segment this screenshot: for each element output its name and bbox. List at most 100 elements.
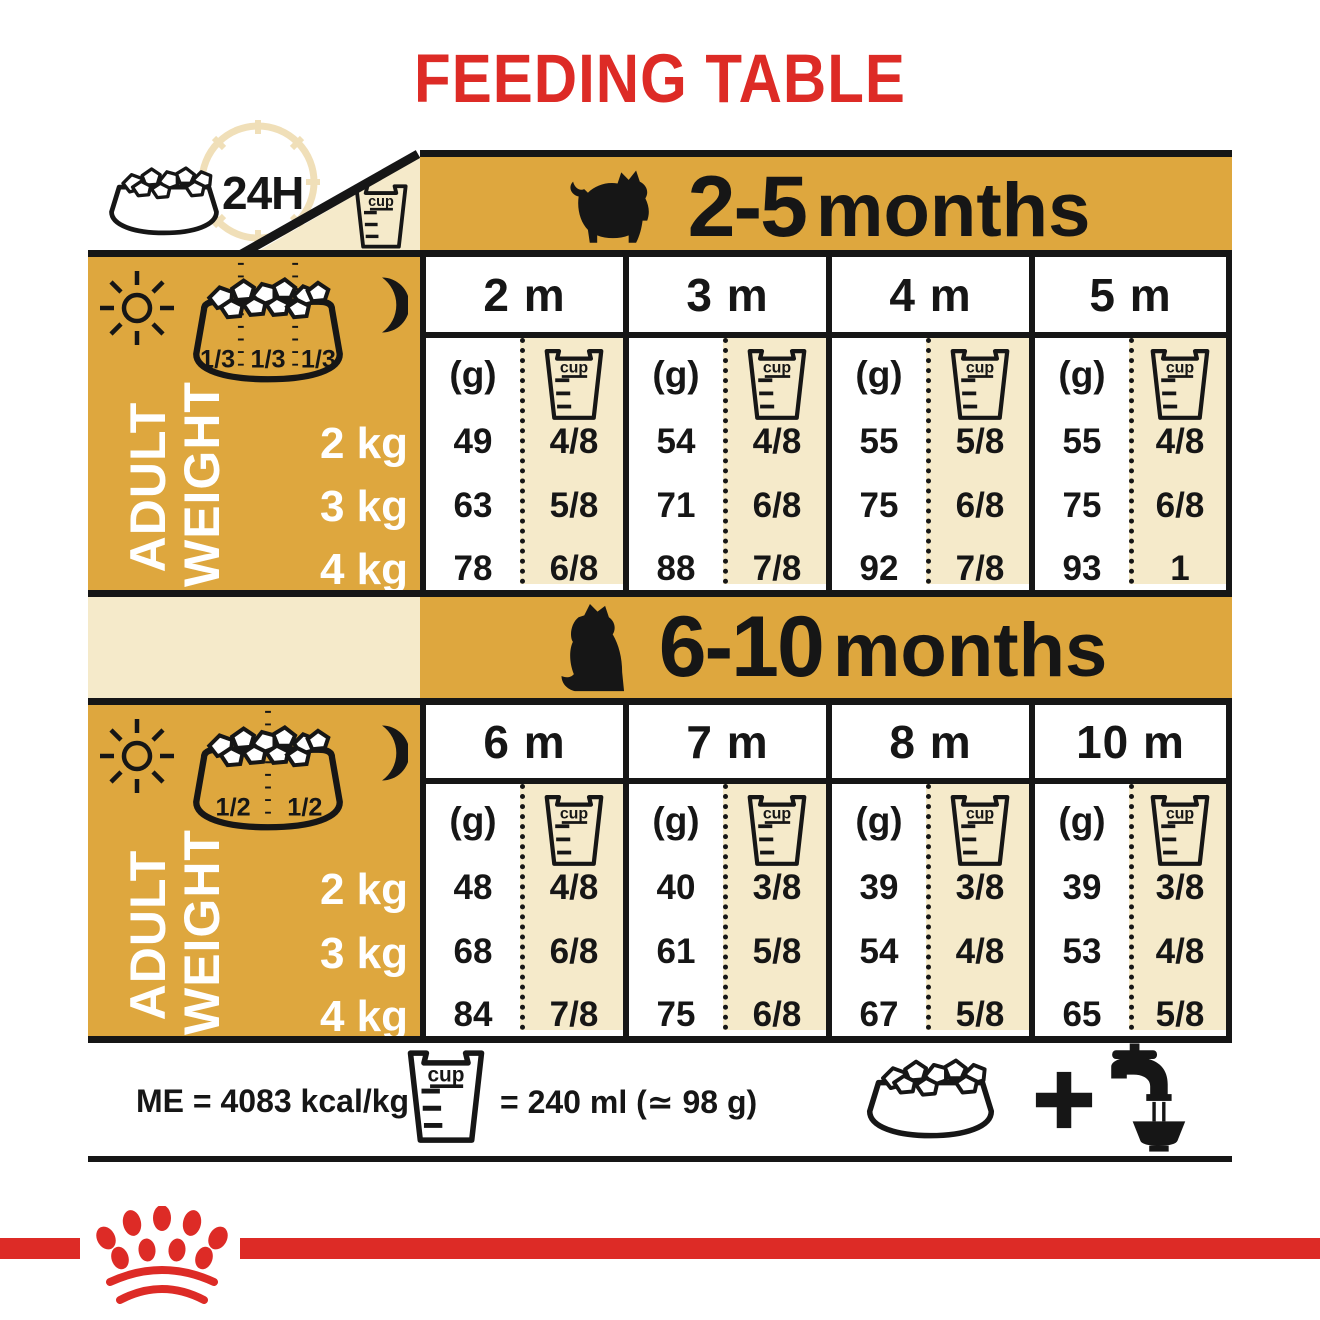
svg-text:1/3: 1/3 <box>250 346 285 374</box>
month-column: 6 m (g) 48 68 84 cup 4/8 6/8 7/8 <box>420 705 623 1036</box>
grams-value: 55 <box>859 422 899 461</box>
month-header: 2 m <box>426 257 623 338</box>
grams-unit: (g) <box>449 354 497 395</box>
food-bowl-icon <box>866 1058 995 1139</box>
moon-icon <box>382 277 408 333</box>
brand-bar-left <box>0 1238 80 1259</box>
measuring-cup-icon: cup <box>1150 349 1210 420</box>
grams-value: 92 <box>859 549 899 588</box>
month-column: 7 m (g) 40 61 75 cup 3/8 5/8 6/8 <box>623 705 826 1036</box>
adult-weight-panel-2: 1/2 1/2 ADULT WEIGHT 2 kg 3 kg 4 kg <box>88 705 420 1041</box>
month-header: 4 m <box>832 257 1029 338</box>
cup-value: 5/8 <box>752 932 802 971</box>
age-unit: months <box>832 608 1108 693</box>
grams-value: 71 <box>656 486 696 525</box>
svg-text:1/3: 1/3 <box>301 346 336 374</box>
grams-value: 88 <box>656 549 696 588</box>
footer-legend: ME = 4083 kcal/kg cup = 240 ml (≃ 98 g) <box>88 1043 1232 1156</box>
cup-value: 6/8 <box>955 486 1005 525</box>
svg-text:cup: cup <box>966 806 995 823</box>
grams-value: 84 <box>453 995 493 1034</box>
grams-value: 63 <box>453 486 493 525</box>
cup-value: 7/8 <box>752 549 802 588</box>
month-header: 6 m <box>426 705 623 784</box>
svg-text:1/3: 1/3 <box>200 346 235 374</box>
grams-unit: (g) <box>855 354 903 395</box>
cup-value: 6/8 <box>549 549 599 588</box>
month-column: 5 m (g) 55 75 93 cup 4/8 6/8 1 <box>1029 257 1232 590</box>
measuring-cup-icon: cup <box>747 795 807 866</box>
feeding-table: 24H cup 2-5 months <box>88 120 1232 1162</box>
svg-text:cup: cup <box>427 1063 464 1086</box>
measuring-cup-icon: cup <box>950 795 1010 866</box>
grams-value: 65 <box>1062 995 1102 1034</box>
grams-value: 48 <box>453 868 493 907</box>
measuring-cup-icon: cup <box>1150 795 1210 866</box>
measuring-cup-icon: cup <box>950 349 1010 420</box>
cup-value: 3/8 <box>955 868 1005 907</box>
cup-value: 4/8 <box>549 868 599 907</box>
grams-value: 39 <box>1062 868 1102 907</box>
cup-value: 7/8 <box>955 549 1005 588</box>
svg-text:cup: cup <box>763 806 792 823</box>
cup-value: 7/8 <box>549 995 599 1034</box>
month-column: 8 m (g) 39 54 67 cup 3/8 4/8 5/8 <box>826 705 1029 1036</box>
month-column: 10 m (g) 39 53 65 cup 3/8 4/8 5/8 <box>1029 705 1232 1036</box>
measuring-cup-icon: cup <box>544 349 604 420</box>
divider-line <box>88 1156 1232 1162</box>
grams-unit: (g) <box>449 800 497 841</box>
svg-text:cup: cup <box>560 806 589 823</box>
brand-bar-right <box>240 1238 1320 1259</box>
sun-icon <box>100 271 174 345</box>
cup-value: 6/8 <box>549 932 599 971</box>
divider-line <box>88 250 1232 257</box>
cup-value: 4/8 <box>1155 932 1205 971</box>
month-header: 7 m <box>629 705 826 784</box>
weight-row-label: 2 kg <box>319 419 408 468</box>
grams-unit: (g) <box>652 354 700 395</box>
weight-row-label: 3 kg <box>319 482 408 531</box>
cup-value: 4/8 <box>1155 422 1205 461</box>
grams-unit: (g) <box>1058 800 1106 841</box>
puppy-sitting-icon <box>561 603 624 691</box>
royal-canin-crown-logo <box>96 1206 228 1304</box>
portion-bowl-thirds-icon: 1/3 1/3 1/3 <box>193 262 343 383</box>
svg-text:cup: cup <box>966 360 995 377</box>
month-header: 10 m <box>1035 705 1226 784</box>
grams-unit: (g) <box>1058 354 1106 395</box>
measuring-cup-icon: cup <box>747 349 807 420</box>
measuring-cup-icon: cup <box>354 184 408 249</box>
divider-line <box>88 590 1232 597</box>
grams-value: 67 <box>859 995 899 1034</box>
month-header: 3 m <box>629 257 826 338</box>
cup-value: 6/8 <box>752 486 802 525</box>
cup-value: 3/8 <box>752 868 802 907</box>
weight-row-label: 4 kg <box>319 992 408 1041</box>
grams-value: 53 <box>1062 932 1102 971</box>
water-tap-icon <box>1111 1043 1186 1152</box>
grams-value: 54 <box>859 932 899 971</box>
svg-text:1/2: 1/2 <box>216 794 251 822</box>
grams-value: 39 <box>859 868 899 907</box>
me-energy-label: ME = 4083 kcal/kg <box>136 1083 410 1119</box>
age-banner-2-5: 2-5 months <box>420 150 1232 257</box>
divider-line <box>88 1036 1232 1043</box>
weight-row-label: 4 kg <box>319 545 408 594</box>
age-banner-6-10: 6-10 months <box>420 597 1232 698</box>
cup-value: 6/8 <box>1155 486 1205 525</box>
plus-icon <box>1035 1071 1093 1129</box>
svg-text:cup: cup <box>368 194 394 210</box>
cream-spacer <box>88 597 420 698</box>
grams-value: 75 <box>859 486 899 525</box>
adult-weight-panel-1: 1/3 1/3 1/3 ADULT WEIGHT 2 kg 3 kg 4 kg <box>88 257 420 594</box>
page-title: FEEDING TABLE <box>414 39 906 118</box>
cup-value: 4/8 <box>549 422 599 461</box>
cup-value: 3/8 <box>1155 868 1205 907</box>
age-unit: months <box>815 167 1091 253</box>
grams-value: 75 <box>1062 486 1102 525</box>
grams-unit: (g) <box>855 800 903 841</box>
grams-value: 93 <box>1062 549 1102 588</box>
cup-value: 4/8 <box>752 422 802 461</box>
grams-unit: (g) <box>652 800 700 841</box>
